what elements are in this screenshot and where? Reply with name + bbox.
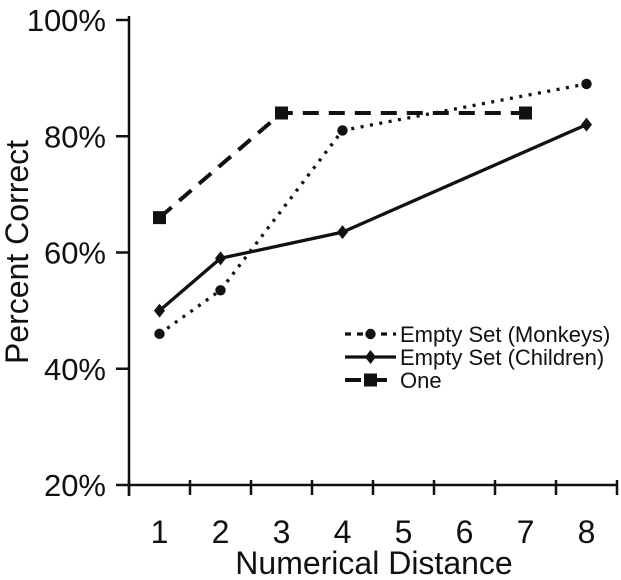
data-point-diamond	[215, 251, 226, 266]
y-axis-title: Percent Correct	[0, 140, 35, 364]
legend-marker-circle	[365, 328, 376, 340]
x-tick-label: 8	[578, 514, 596, 550]
x-tick-label: 6	[456, 514, 474, 550]
x-tick-label: 7	[517, 514, 535, 550]
legend-label: Empty Set (Monkeys)	[400, 322, 610, 347]
y-tick-label: 60%	[44, 236, 106, 271]
data-point-square	[275, 106, 288, 120]
series-line-circle	[158, 82, 587, 336]
y-tick-label: 40%	[44, 352, 106, 387]
data-point-square	[519, 106, 532, 120]
chart-generated-content: 20% 40% 60% 80% 100% 1 2 3 4 5 6 7 8 Empty Set (Monke…	[27, 3, 619, 550]
legend-marker-square	[364, 373, 377, 387]
data-point-circle	[154, 328, 165, 340]
legend-label: One	[400, 368, 442, 393]
x-tick-label: 3	[273, 514, 291, 550]
data-point-diamond	[154, 303, 165, 318]
data-point-diamond	[337, 225, 348, 240]
x-tick-label: 1	[151, 514, 169, 550]
data-point-circle	[337, 125, 348, 136]
y-tick-label: 80%	[44, 119, 106, 154]
data-point-diamond	[581, 117, 592, 132]
data-point-square	[153, 211, 166, 225]
legend-label: Empty Set (Children)	[400, 345, 604, 370]
data-point-circle	[215, 285, 226, 296]
y-tick-label: 100%	[27, 3, 106, 38]
x-axis-title: Numerical Distance	[235, 545, 512, 580]
series-line-diamond	[158, 123, 588, 312]
legend-marker-diamond	[365, 350, 376, 364]
x-tick-label: 5	[395, 514, 413, 550]
x-tick-label: 2	[212, 514, 230, 550]
y-tick-label: 20%	[44, 468, 106, 503]
data-point-circle	[581, 78, 592, 90]
x-tick-label: 4	[334, 514, 352, 550]
